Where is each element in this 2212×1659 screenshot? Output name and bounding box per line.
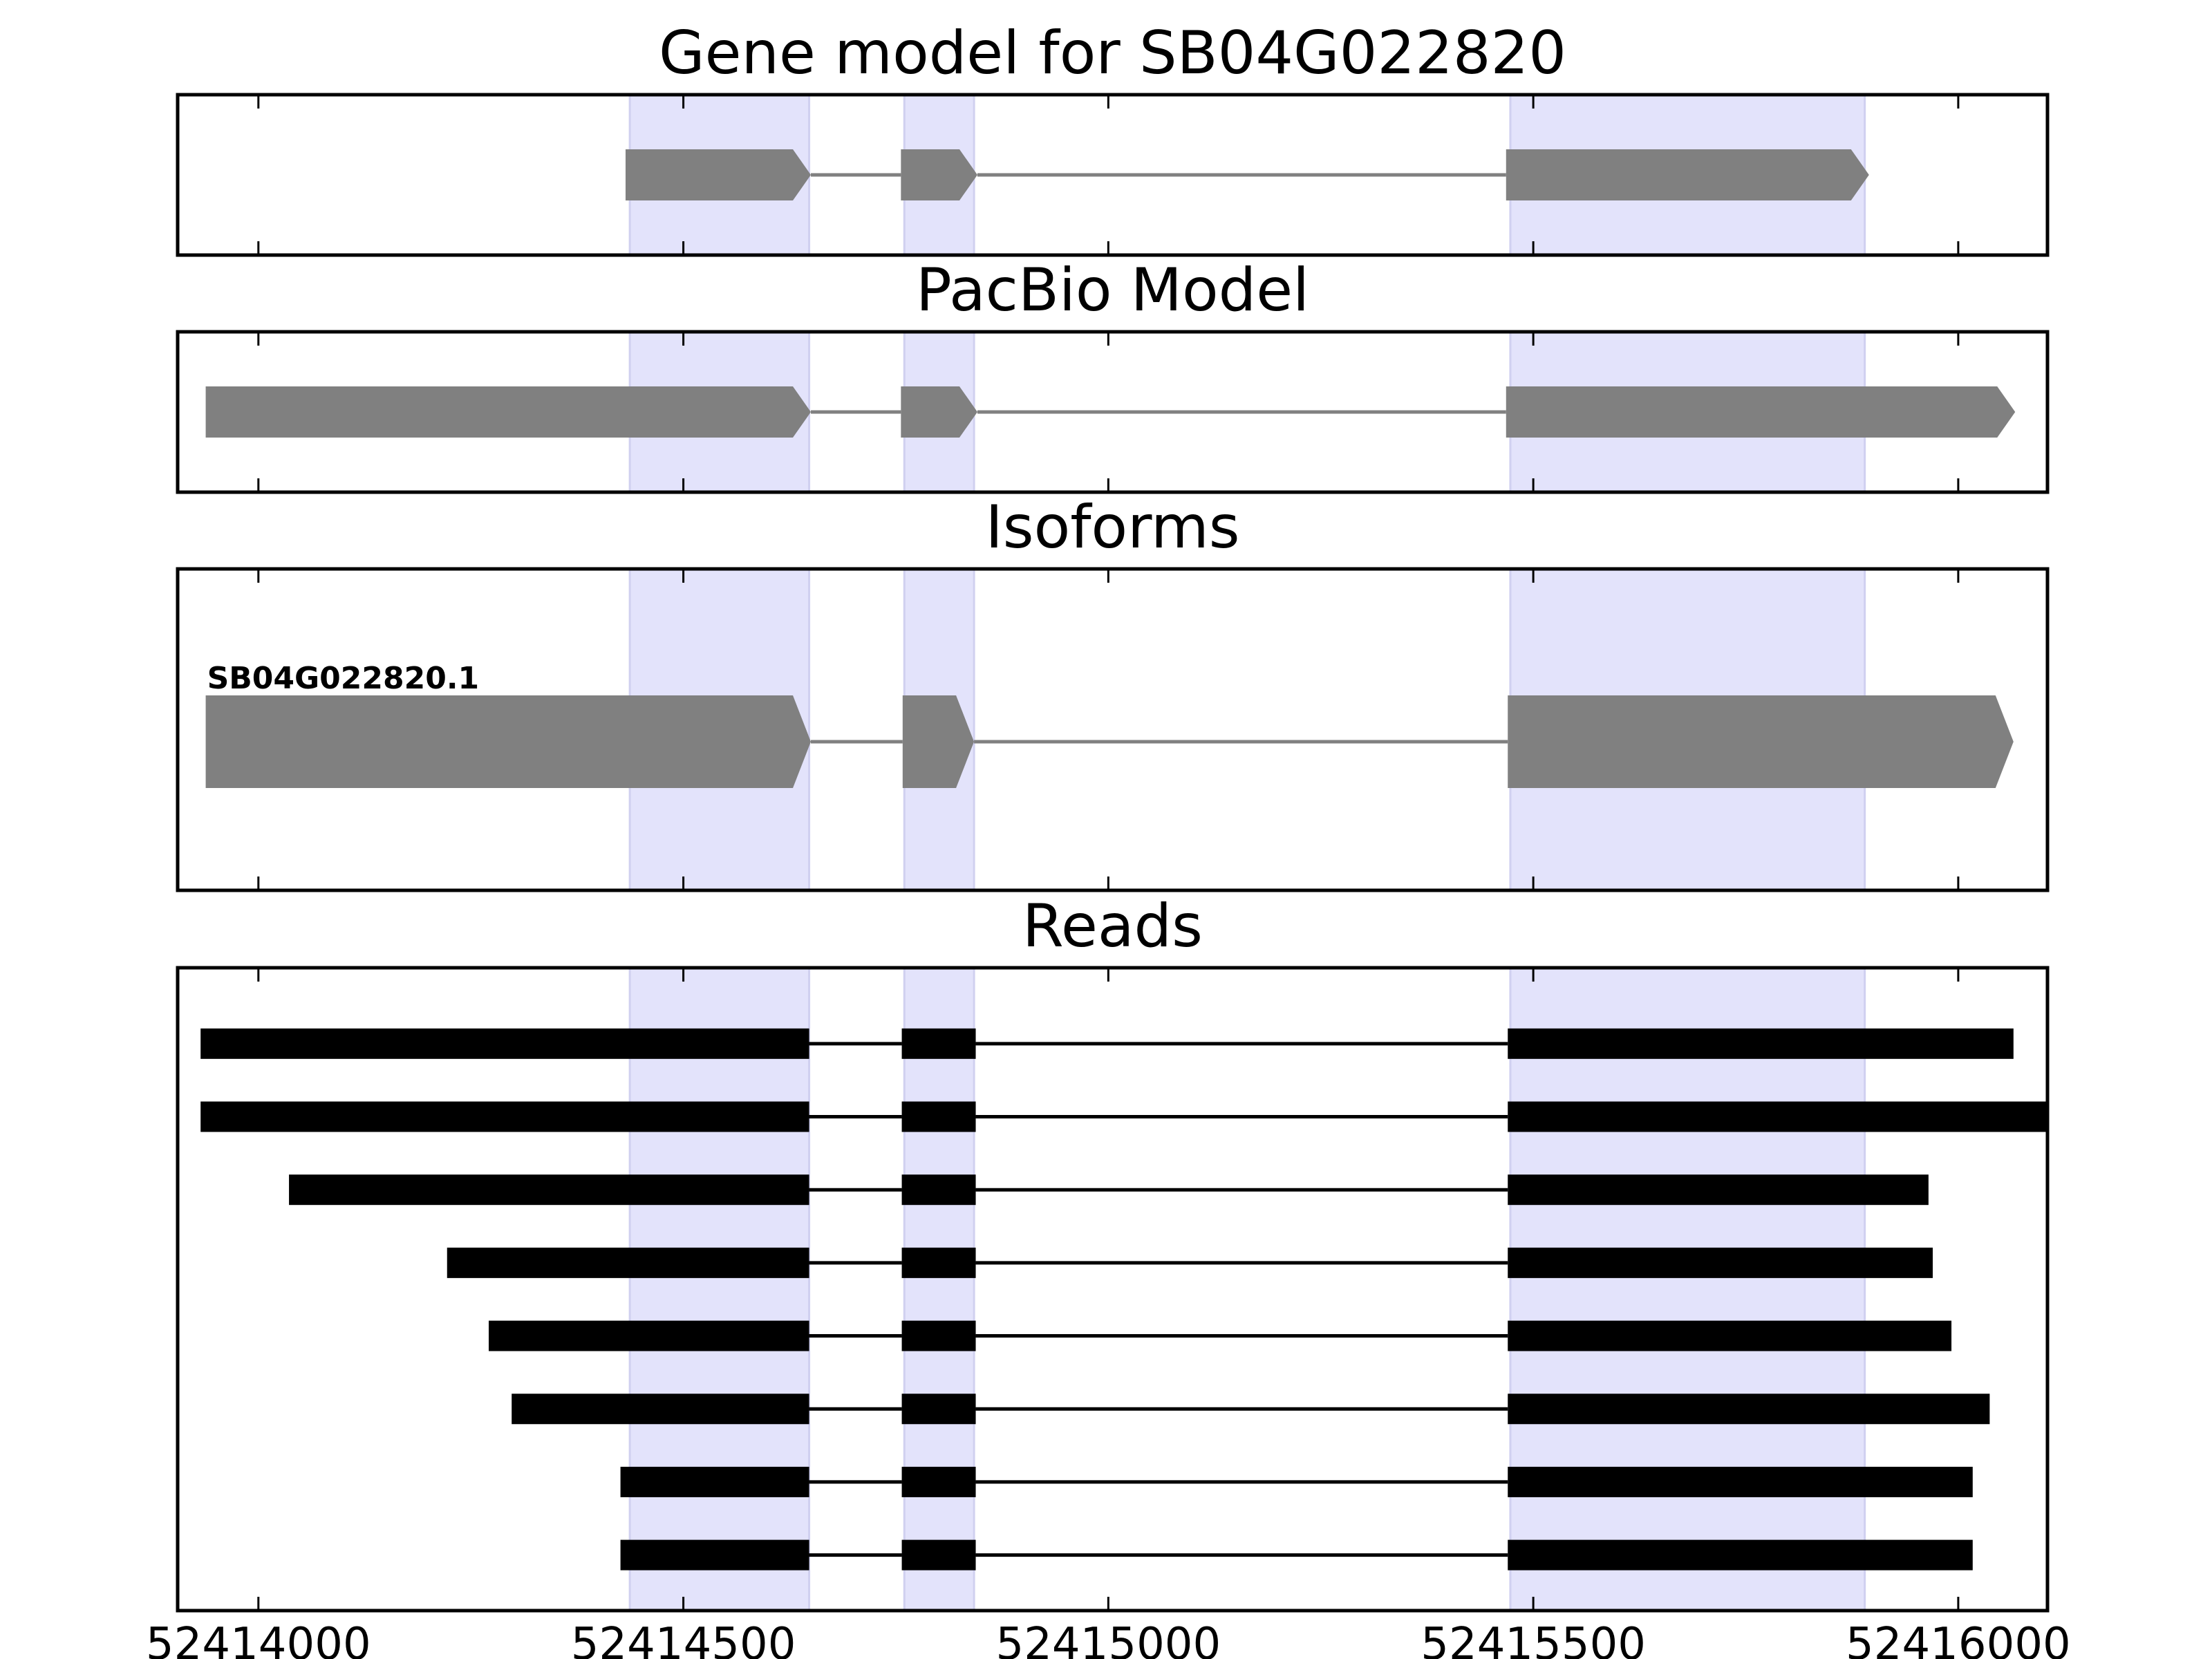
panel-frame <box>176 966 2050 1613</box>
x-tick-label: 52416000 <box>1846 1619 2071 1659</box>
exon-block <box>489 1320 809 1351</box>
read-row <box>620 1539 1973 1571</box>
exon-block <box>901 1320 976 1351</box>
exon-block <box>1508 1320 1952 1351</box>
read-row <box>512 1394 1990 1425</box>
panel-pacbio-model: PacBio Model <box>176 256 2050 494</box>
exon-block <box>620 1466 809 1497</box>
x-tick-label: 52415000 <box>995 1619 1221 1659</box>
read-row <box>200 1101 2047 1132</box>
exon-block <box>901 1394 976 1425</box>
exon-block <box>901 1466 976 1497</box>
panel-title: PacBio Model <box>916 256 1309 325</box>
exon-block <box>901 386 978 438</box>
panel-frame <box>176 330 2050 494</box>
exon-block <box>901 1539 976 1571</box>
exon-block <box>1508 1394 1990 1425</box>
panel-title: Reads <box>1022 892 1203 961</box>
exon-block <box>1506 149 1869 200</box>
exon-block <box>1508 695 2014 788</box>
exon-block <box>1508 1101 2047 1132</box>
exon-block <box>1508 1247 1933 1278</box>
x-tick-label: 52414000 <box>146 1619 371 1659</box>
read-row <box>620 1466 1973 1497</box>
panel-reads: Reads 52414000 52414500 52415000 52415500 524… <box>146 892 2071 1659</box>
read-row <box>489 1320 1952 1351</box>
read-row <box>289 1174 1929 1206</box>
exon-block <box>1506 386 2016 438</box>
panel-title: Isoforms <box>985 493 1239 562</box>
transcript <box>205 386 2016 438</box>
panel-frame <box>176 93 2050 257</box>
read-row <box>447 1247 1933 1278</box>
transcript: SB04G022820.1 <box>205 661 2014 788</box>
transcript <box>625 149 1869 200</box>
read-row <box>200 1028 2014 1059</box>
highlight-region <box>628 966 811 1612</box>
panel-title: Gene model for SB04G022820 <box>659 19 1566 88</box>
exon-block <box>901 1028 976 1059</box>
exon-block <box>200 1101 809 1132</box>
exon-block <box>1508 1466 1973 1497</box>
panel-frame <box>176 567 2050 892</box>
exon-block <box>1508 1174 1929 1206</box>
panel-gene-model: Gene model for SB04G022820 <box>176 19 2050 257</box>
exon-block <box>512 1394 809 1425</box>
exon-block <box>1508 1028 2014 1059</box>
exon-block <box>901 1247 976 1278</box>
exon-block <box>289 1174 809 1206</box>
exon-block <box>620 1539 809 1571</box>
exon-block <box>205 695 812 788</box>
isoform-label: SB04G022820.1 <box>207 661 480 696</box>
x-tick-label: 52415500 <box>1421 1619 1646 1659</box>
exon-block <box>205 386 812 438</box>
exon-block <box>901 149 978 200</box>
exon-block <box>1508 1539 1973 1571</box>
x-tick-label: 52414500 <box>571 1619 796 1659</box>
panel-isoforms: Isoforms SB04G022820.1 <box>176 493 2050 892</box>
exon-block <box>447 1247 809 1278</box>
highlight-region <box>903 966 975 1612</box>
exon-block <box>200 1028 809 1059</box>
exon-block <box>901 1174 976 1206</box>
exon-block <box>625 149 812 200</box>
exon-block <box>901 1101 976 1132</box>
exon-block <box>902 695 975 788</box>
highlight-region <box>1509 966 1866 1612</box>
